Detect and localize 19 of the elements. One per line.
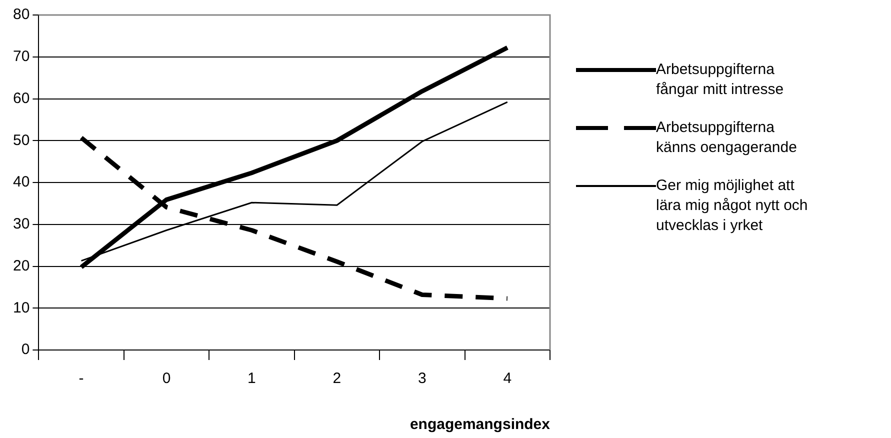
- y-tick-label: 80: [12, 6, 30, 24]
- y-tick-label: 40: [12, 174, 30, 191]
- legend-label: Arbetsuppgifterna känns oengagerande: [656, 118, 798, 158]
- legend-label: Arbetsuppgifterna fångar mitt intresse: [656, 60, 785, 100]
- y-tick-label: 0: [21, 341, 30, 358]
- y-tick-label: 60: [12, 90, 30, 107]
- y-tick-label: 20: [12, 257, 30, 274]
- y-tick-label: 50: [12, 132, 30, 149]
- legend-label: Ger mig möjlighet att lära mig något nytt och utvecklas i yrket: [656, 176, 809, 236]
- x-axis-title: engagemangsindex: [410, 416, 551, 434]
- y-tick-label: 10: [12, 299, 30, 316]
- x-tick-label: 4: [503, 370, 512, 388]
- x-tick-label: -: [78, 370, 84, 388]
- x-tick-label: 3: [418, 370, 426, 388]
- x-tick-label: 0: [162, 370, 171, 388]
- x-tick-label: 2: [332, 370, 342, 388]
- y-tick-label: 70: [12, 48, 30, 66]
- y-tick-label: 30: [12, 216, 30, 233]
- x-tick-label: 1: [248, 370, 256, 388]
